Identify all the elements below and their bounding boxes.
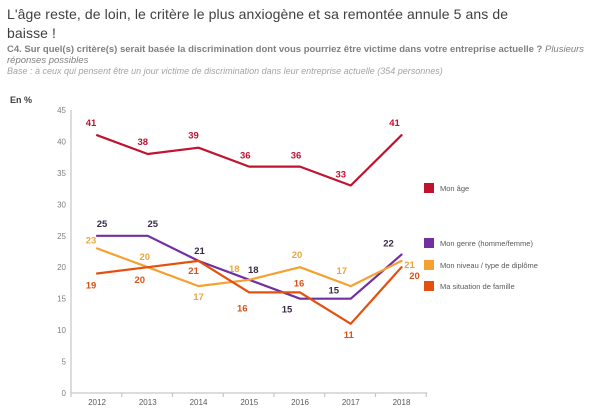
data-label-mon-genre-homme-femme: 15 — [328, 286, 339, 297]
data-label-ma-situation-de-famille: 20 — [134, 275, 145, 286]
data-label-mon-niveau-type-de-dipl-me: 18 — [229, 264, 240, 275]
data-label-mon-ge: 39 — [188, 131, 199, 142]
data-label-ma-situation-de-famille: 11 — [344, 330, 355, 341]
data-label-mon-genre-homme-femme: 18 — [248, 265, 259, 276]
legend-label-ma-situation-de-famille: Ma situation de famille — [440, 282, 515, 291]
legend-label-mon-niveau-type-de-dipl-me: Mon niveau / type de diplôme — [440, 261, 538, 270]
legend-item-mon-genre-homme-femme: Mon genre (homme/femme) — [424, 238, 533, 248]
data-label-mon-ge: 33 — [335, 169, 346, 180]
legend-swatch-mon-ge — [424, 183, 434, 193]
y-tick-label: 25 — [57, 232, 66, 241]
y-tick-label: 40 — [57, 137, 66, 146]
data-label-mon-niveau-type-de-dipl-me: 23 — [86, 235, 97, 246]
y-axis-unit-label: En % — [10, 95, 32, 105]
data-label-ma-situation-de-famille: 16 — [237, 303, 248, 314]
legend-item-mon-ge: Mon âge — [424, 183, 469, 193]
data-label-mon-genre-homme-femme: 22 — [383, 239, 394, 250]
page-title-line1: L'âge reste, de loin, le critère le plus… — [7, 6, 509, 22]
y-tick-label: 35 — [57, 169, 66, 178]
data-label-mon-ge: 38 — [137, 137, 148, 148]
data-label-ma-situation-de-famille: 19 — [86, 281, 97, 292]
data-label-mon-genre-homme-femme: 25 — [97, 219, 108, 230]
survey-base-note: Base : à ceux qui pensent être un jour v… — [7, 66, 443, 76]
survey-question: C4. Sur quel(s) critère(s) serait basée … — [7, 44, 593, 66]
data-label-ma-situation-de-famille: 20 — [409, 271, 420, 282]
data-label-mon-ge: 41 — [86, 118, 97, 129]
y-tick-label: 0 — [62, 389, 67, 398]
data-label-mon-ge: 41 — [389, 118, 400, 129]
page-title: L'âge reste, de loin, le critère le plus… — [7, 5, 593, 43]
legend-swatch-mon-genre-homme-femme — [424, 238, 434, 248]
page-title-line2: baisse ! — [7, 25, 57, 41]
legend-item-mon-niveau-type-de-dipl-me: Mon niveau / type de diplôme — [424, 260, 538, 270]
x-tick-label: 2018 — [393, 398, 411, 407]
survey-question-text: C4. Sur quel(s) critère(s) serait basée … — [7, 44, 543, 55]
x-tick-label: 2012 — [88, 398, 106, 407]
data-label-mon-niveau-type-de-dipl-me: 17 — [193, 292, 204, 303]
y-tick-label: 45 — [57, 106, 66, 115]
line-chart: En % 0 5 10 15 20 25 30 35 40 45 2012 2013 2014 2015 20… — [0, 87, 600, 417]
data-label-mon-genre-homme-femme: 15 — [282, 305, 293, 316]
data-label-mon-niveau-type-de-dipl-me: 17 — [336, 266, 347, 277]
survey-question-note: Plusieurs réponses possibles — [7, 44, 585, 66]
data-label-ma-situation-de-famille: 16 — [294, 278, 305, 289]
x-tick-label: 2014 — [190, 398, 208, 407]
x-tick-label: 2015 — [240, 398, 258, 407]
data-label-ma-situation-de-famille: 21 — [188, 266, 199, 277]
legend-swatch-ma-situation-de-famille — [424, 281, 434, 291]
legend-swatch-mon-niveau-type-de-dipl-me — [424, 260, 434, 270]
y-tick-label: 15 — [57, 295, 66, 304]
y-tick-label: 30 — [57, 200, 66, 209]
y-tick-label: 20 — [57, 263, 66, 272]
y-tick-label: 10 — [57, 326, 66, 335]
series-line-mon-ge — [95, 134, 403, 187]
legend: Mon âge Mon genre (homme/femme) Mon niveau… — [424, 183, 538, 291]
data-label-mon-niveau-type-de-dipl-me: 20 — [292, 250, 303, 261]
series-line-ma-situation-de-famille — [95, 259, 403, 325]
legend-label-mon-ge: Mon âge — [440, 184, 469, 193]
data-label-mon-niveau-type-de-dipl-me: 21 — [404, 260, 415, 271]
data-label-mon-ge: 36 — [291, 151, 302, 162]
data-label-mon-genre-homme-femme: 21 — [194, 246, 205, 257]
data-label-mon-genre-homme-femme: 25 — [147, 219, 158, 230]
y-tick-label: 5 — [62, 358, 67, 367]
x-tick-label: 2013 — [139, 398, 157, 407]
legend-label-mon-genre-homme-femme: Mon genre (homme/femme) — [440, 239, 533, 248]
data-label-mon-niveau-type-de-dipl-me: 20 — [139, 252, 150, 263]
data-label-mon-ge: 36 — [240, 151, 251, 162]
x-tick-label: 2017 — [342, 398, 360, 407]
x-tick-label: 2016 — [291, 398, 309, 407]
legend-item-ma-situation-de-famille: Ma situation de famille — [424, 281, 515, 291]
